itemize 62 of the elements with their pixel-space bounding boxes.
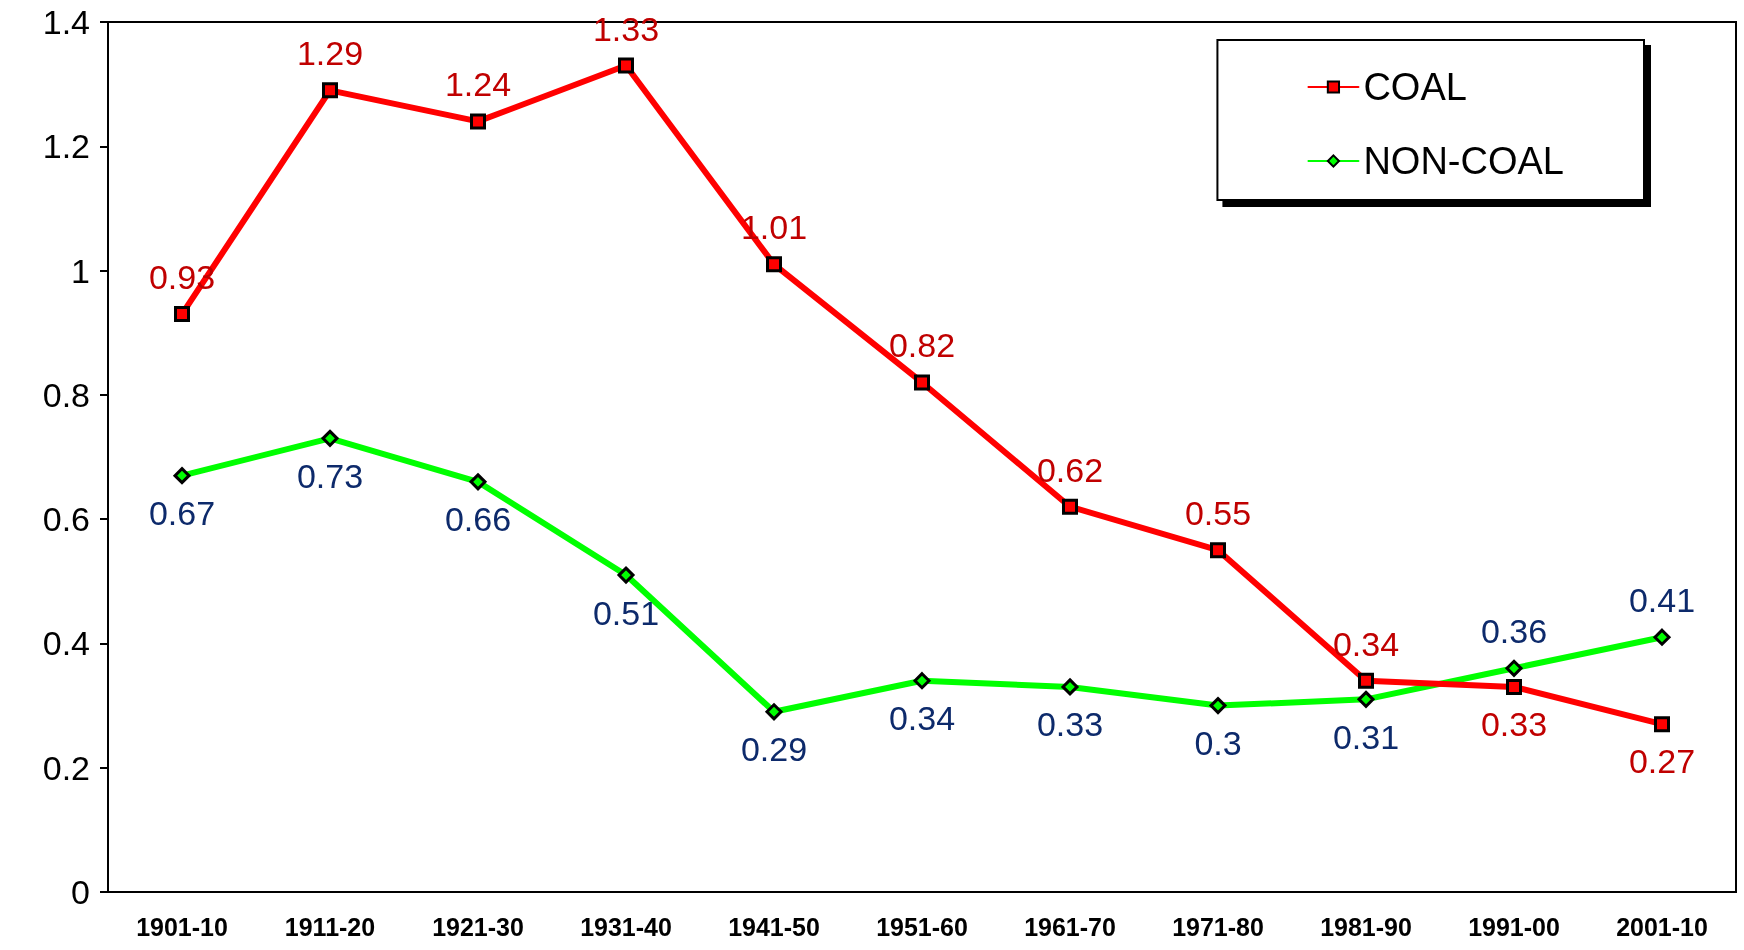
x-tick-label: 1921-30 bbox=[432, 912, 524, 941]
y-tick-label: 0.6 bbox=[42, 500, 90, 539]
y-tick-label: 0 bbox=[71, 873, 90, 911]
x-tick-label: 1961-70 bbox=[1024, 912, 1116, 941]
point bbox=[322, 82, 338, 99]
point bbox=[470, 113, 486, 130]
y-tick-label: 1.4 bbox=[42, 3, 90, 41]
point bbox=[1357, 690, 1375, 708]
point bbox=[765, 703, 783, 721]
point bbox=[1505, 659, 1523, 677]
x-tick-label: 1991-00 bbox=[1468, 912, 1560, 941]
data-label: 0.41 bbox=[1628, 580, 1696, 619]
x-tick-label: 1941-50 bbox=[728, 912, 820, 941]
x-tick-label: 1951-60 bbox=[876, 912, 968, 941]
point bbox=[913, 672, 931, 690]
data-label: 0.33 bbox=[1036, 705, 1104, 744]
point bbox=[173, 467, 191, 485]
x-tick-label: 1931-40 bbox=[580, 912, 672, 941]
point bbox=[1210, 542, 1226, 559]
point bbox=[1654, 716, 1670, 733]
y-tick-label: 0.4 bbox=[42, 624, 90, 663]
x-tick-label: 1971-80 bbox=[1172, 912, 1264, 941]
x-tick-label: 2001-10 bbox=[1616, 912, 1708, 941]
data-label: 1.24 bbox=[444, 65, 512, 104]
legend-label: COAL bbox=[1363, 66, 1467, 108]
point bbox=[174, 306, 190, 323]
data-label: 0.33 bbox=[1480, 704, 1548, 743]
data-label: 0.34 bbox=[1332, 624, 1400, 663]
data-label: 0.73 bbox=[296, 456, 364, 495]
y-tick-label: 0.8 bbox=[42, 375, 90, 414]
data-label: 0.34 bbox=[888, 699, 956, 738]
legend-label: NON-COAL bbox=[1363, 140, 1564, 182]
point bbox=[1062, 498, 1078, 515]
point bbox=[1209, 697, 1227, 715]
y-tick-label: 0.2 bbox=[42, 748, 90, 787]
data-label: 0.27 bbox=[1628, 742, 1696, 781]
y-tick-label: 1 bbox=[71, 251, 90, 290]
data-label: 0.31 bbox=[1332, 717, 1400, 756]
point bbox=[321, 429, 339, 447]
point bbox=[617, 566, 635, 584]
data-label: 0.29 bbox=[740, 730, 808, 769]
x-tick-label: 1981-90 bbox=[1320, 912, 1412, 941]
point bbox=[1358, 672, 1374, 689]
point bbox=[469, 473, 487, 491]
point bbox=[766, 256, 782, 273]
point bbox=[618, 57, 634, 74]
data-label: 0.36 bbox=[1480, 611, 1548, 650]
data-label: 1.29 bbox=[296, 34, 364, 73]
x-tick-label: 1911-20 bbox=[284, 912, 376, 941]
point bbox=[1653, 628, 1671, 646]
y-tick-label: 1.2 bbox=[42, 127, 90, 166]
data-label: 0.62 bbox=[1036, 450, 1104, 489]
data-label: 0.55 bbox=[1184, 494, 1252, 533]
data-label: 0.3 bbox=[1194, 724, 1242, 763]
x-tick-label: 1901-10 bbox=[136, 912, 228, 941]
data-label: 0.51 bbox=[592, 593, 660, 632]
data-label: 0.67 bbox=[148, 494, 216, 533]
point bbox=[1061, 678, 1079, 696]
point bbox=[914, 374, 930, 391]
point bbox=[1506, 678, 1522, 695]
data-label: 0.66 bbox=[444, 500, 512, 539]
data-label: 0.82 bbox=[888, 326, 956, 365]
